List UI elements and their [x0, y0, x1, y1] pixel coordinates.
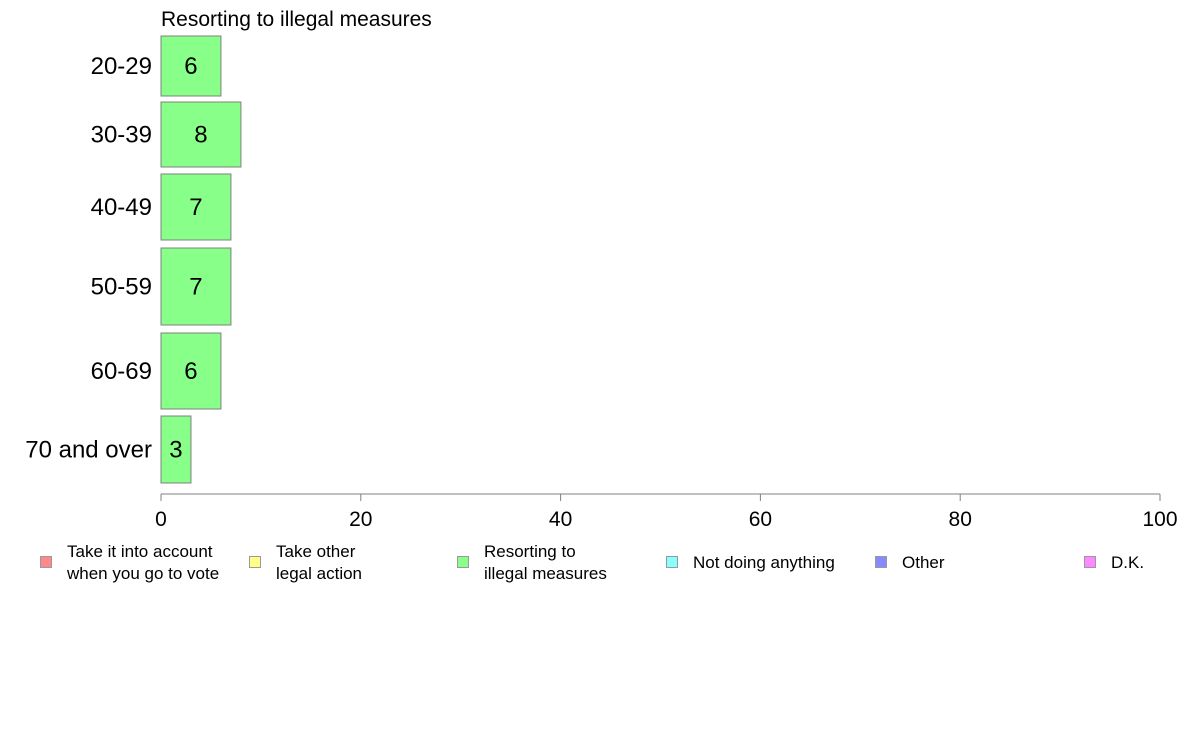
bars-layer: 20-29 6 30-39 8 40-49 7 50-59 7 60-69 6 70 and ove… — [25, 35, 242, 484]
x-axis: 0 20 40 60 80 100 — [155, 493, 1178, 531]
category-label: 20-29 — [91, 53, 152, 80]
x-tick-label: 80 — [949, 508, 972, 531]
category-label: 30-39 — [91, 122, 152, 149]
legend-swatch — [875, 556, 887, 568]
x-tick-label: 100 — [1142, 508, 1177, 531]
data-label: 7 — [189, 194, 202, 221]
category-label: 70 and over — [25, 437, 152, 464]
legend-label: Other — [902, 553, 945, 572]
bar-30-39 — [160, 101, 242, 168]
legend-label: Take other legal action — [276, 542, 363, 583]
bar-50-59 — [160, 247, 232, 326]
legend-item: Resorting to illegal measures — [457, 541, 607, 585]
legend-swatch — [666, 556, 678, 568]
legend-item: Not doing anything — [666, 541, 835, 574]
category-label: 40-49 — [91, 194, 152, 221]
x-tick-label: 0 — [155, 508, 167, 531]
legend-item: Take it into account when you go to vote — [40, 541, 219, 585]
legend-label: Not doing anything — [693, 553, 835, 572]
legend-item: D.K. — [1084, 541, 1144, 574]
legend-label: D.K. — [1111, 553, 1145, 572]
category-label: 50-59 — [91, 274, 152, 301]
data-label: 3 — [169, 437, 182, 464]
x-tick-label: 20 — [349, 508, 372, 531]
legend-swatch — [1084, 556, 1096, 568]
data-label: 6 — [184, 53, 197, 80]
legend-label: Resorting to illegal measures — [484, 542, 607, 583]
legend-swatch — [457, 556, 469, 568]
bar-60-69 — [160, 332, 222, 410]
legend-swatch — [40, 556, 52, 568]
data-label: 6 — [184, 358, 197, 385]
legend: Take it into account when you go to vote… — [0, 541, 1188, 601]
bar-70-and-over — [160, 415, 192, 484]
x-tick-label: 40 — [549, 508, 572, 531]
chart-title: Resorting to illegal measures — [161, 8, 432, 31]
category-label: 60-69 — [91, 358, 152, 385]
bar-40-49 — [160, 173, 232, 241]
x-tick-label: 60 — [749, 508, 772, 531]
data-label: 8 — [194, 122, 207, 149]
legend-item: Take other legal action — [249, 541, 362, 585]
legend-swatch — [249, 556, 261, 568]
legend-label: Take it into account when you go to vote — [67, 542, 220, 583]
legend-item: Other — [875, 541, 945, 574]
chart: Resorting to illegal measures 20-29 6 30-3… — [25, 8, 1178, 531]
bar-20-29 — [160, 35, 222, 97]
data-label: 7 — [189, 274, 202, 301]
